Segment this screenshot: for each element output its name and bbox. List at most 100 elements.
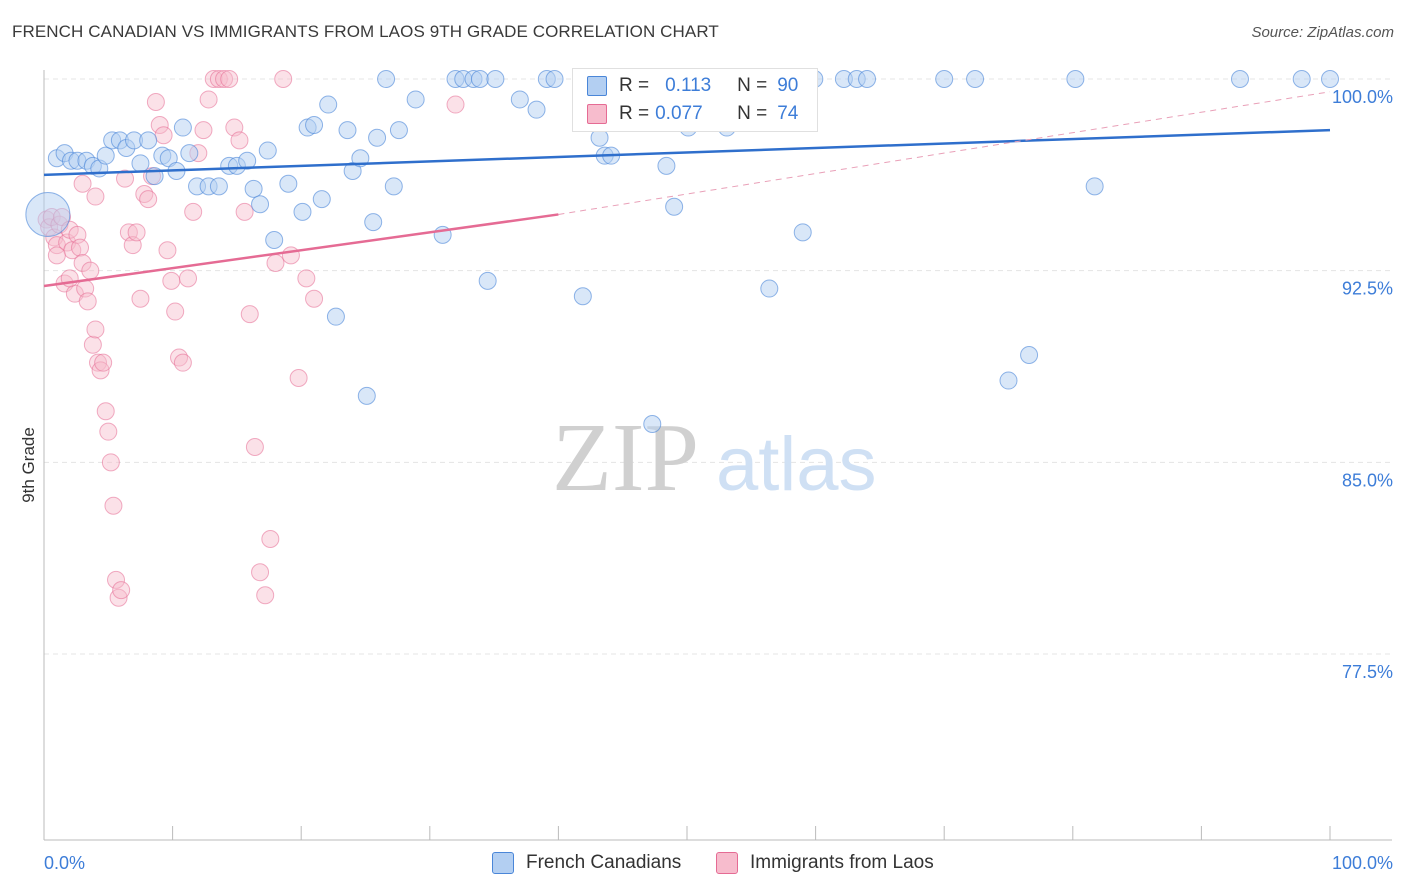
data-point-french-canadians <box>643 415 662 433</box>
data-point-immigrants-from-laos <box>47 246 66 265</box>
r-value: 0.077 <box>655 103 703 124</box>
data-point-french-canadians <box>1230 70 1249 88</box>
data-point-immigrants-from-laos <box>281 246 300 265</box>
data-point-french-canadians <box>305 116 324 134</box>
data-point-immigrants-from-laos <box>154 126 173 145</box>
data-point-immigrants-from-laos <box>73 254 92 272</box>
data-point-french-canadians <box>486 70 505 88</box>
data-point-french-canadians <box>527 100 546 119</box>
data-point-immigrants-from-laos <box>71 238 90 257</box>
data-point-immigrants-from-laos <box>78 292 97 311</box>
data-point-immigrants-from-laos <box>83 335 102 354</box>
n-label: N = <box>737 103 768 124</box>
data-point-french-canadians <box>357 386 376 405</box>
data-point-french-canadians <box>326 307 345 326</box>
data-point-french-canadians <box>999 371 1018 390</box>
data-point-immigrants-from-laos <box>446 95 465 114</box>
data-point-immigrants-from-laos <box>297 269 316 288</box>
y-tick-label: 92.5% <box>1342 279 1393 299</box>
data-point-french-canadians <box>368 128 387 147</box>
data-point-french-canadians <box>258 141 277 160</box>
data-point-french-canadians <box>657 156 676 175</box>
r-label: R = <box>619 75 650 96</box>
data-point-french-canadians <box>858 70 877 88</box>
trend-line-immigrants-from-laos <box>43 213 559 288</box>
data-point-immigrants-from-laos <box>184 202 203 221</box>
data-point-immigrants-from-laos <box>73 174 92 193</box>
data-point-french-canadians <box>665 197 684 216</box>
r-label: R = <box>619 103 650 124</box>
data-point-immigrants-from-laos <box>86 320 105 339</box>
data-point-french-canadians <box>966 70 985 88</box>
data-point-immigrants-from-laos <box>305 289 324 308</box>
data-point-french-canadians <box>1066 70 1085 88</box>
data-point-french-canadians <box>209 177 228 196</box>
data-point-french-canadians <box>96 146 115 165</box>
data-point-immigrants-from-laos <box>256 586 275 605</box>
data-point-french-canadians <box>935 70 954 88</box>
n-value: 74 <box>777 103 799 124</box>
data-point-french-canadians <box>180 144 199 163</box>
legend-label: Immigrants from Laos <box>750 852 934 873</box>
watermark-atlas: atlas <box>716 422 877 507</box>
trend-extension-immigrants-from-laos <box>558 91 1331 215</box>
data-point-immigrants-from-laos <box>199 90 218 109</box>
legend-label: French Canadians <box>526 852 682 873</box>
data-point-immigrants-from-laos <box>150 116 169 134</box>
data-point-immigrants-from-laos <box>162 271 181 290</box>
y-tick-label: 100.0% <box>1332 87 1393 107</box>
data-point-immigrants-from-laos <box>104 496 123 515</box>
data-point-french-canadians <box>1020 346 1039 364</box>
data-point-french-canadians <box>1292 70 1311 88</box>
data-point-immigrants-from-laos <box>139 190 158 209</box>
y-axis-label: 9th Grade <box>19 427 38 503</box>
n-value: 90 <box>777 75 799 96</box>
blue-swatch-icon <box>492 852 514 874</box>
data-point-french-canadians <box>1085 177 1104 196</box>
data-point-immigrants-from-laos <box>261 530 280 548</box>
data-point-immigrants-from-laos <box>251 563 270 582</box>
data-point-french-canadians <box>364 213 383 232</box>
stats-legend: R = 0.113 N = 90 R = 0.077 N = 74 <box>572 68 818 132</box>
data-point-french-canadians <box>545 70 564 88</box>
data-point-french-canadians <box>389 121 408 140</box>
data-point-french-canadians <box>244 179 263 198</box>
data-point-immigrants-from-laos <box>266 254 285 272</box>
data-point-french-canadians <box>384 177 403 196</box>
data-point-immigrants-from-laos <box>220 70 239 88</box>
data-point-french-canadians <box>265 231 284 249</box>
stats-row-immigrants-from-laos: R = 0.077 N = 74 <box>587 102 798 126</box>
data-point-french-canadians <box>377 70 396 88</box>
chart-title: FRENCH CANADIAN VS IMMIGRANTS FROM LAOS … <box>12 22 719 41</box>
data-point-french-canadians <box>338 121 357 140</box>
data-point-immigrants-from-laos <box>215 70 234 88</box>
data-point-french-canadians <box>573 287 592 306</box>
data-point-immigrants-from-laos <box>158 241 177 260</box>
n-label: N = <box>737 75 768 96</box>
trend-line-french-canadians <box>43 128 1331 177</box>
legend-item-immigrants-from-laos: Immigrants from Laos <box>716 852 934 874</box>
data-point-french-canadians <box>173 118 192 137</box>
data-point-immigrants-from-laos <box>179 269 198 288</box>
data-point-french-canadians <box>251 195 270 214</box>
data-point-immigrants-from-laos <box>116 169 135 188</box>
data-point-french-canadians <box>293 202 312 221</box>
data-point-french-canadians <box>760 279 779 298</box>
data-point-immigrants-from-laos <box>94 353 113 372</box>
watermark-zip: ZIP <box>552 404 699 512</box>
data-point-french-canadians <box>510 90 529 109</box>
data-point-immigrants-from-laos <box>96 402 115 421</box>
data-point-french-canadians <box>139 131 158 150</box>
data-point-french-canadians <box>406 90 425 109</box>
data-point-immigrants-from-laos <box>204 70 223 88</box>
bottom-legend: French Canadians Immigrants from Laos <box>0 852 1406 878</box>
data-point-immigrants-from-laos <box>146 93 165 111</box>
data-point-french-canadians <box>470 70 489 88</box>
data-point-french-canadians <box>131 154 150 173</box>
data-point-immigrants-from-laos <box>107 570 126 589</box>
tick-labels: 100.0% 92.5% 85.0% 77.5% 0.0% 100.0% <box>44 87 1393 873</box>
data-point-immigrants-from-laos <box>209 70 228 88</box>
data-point-immigrants-from-laos <box>245 438 264 456</box>
legend-item-french-canadians: French Canadians <box>492 852 681 874</box>
